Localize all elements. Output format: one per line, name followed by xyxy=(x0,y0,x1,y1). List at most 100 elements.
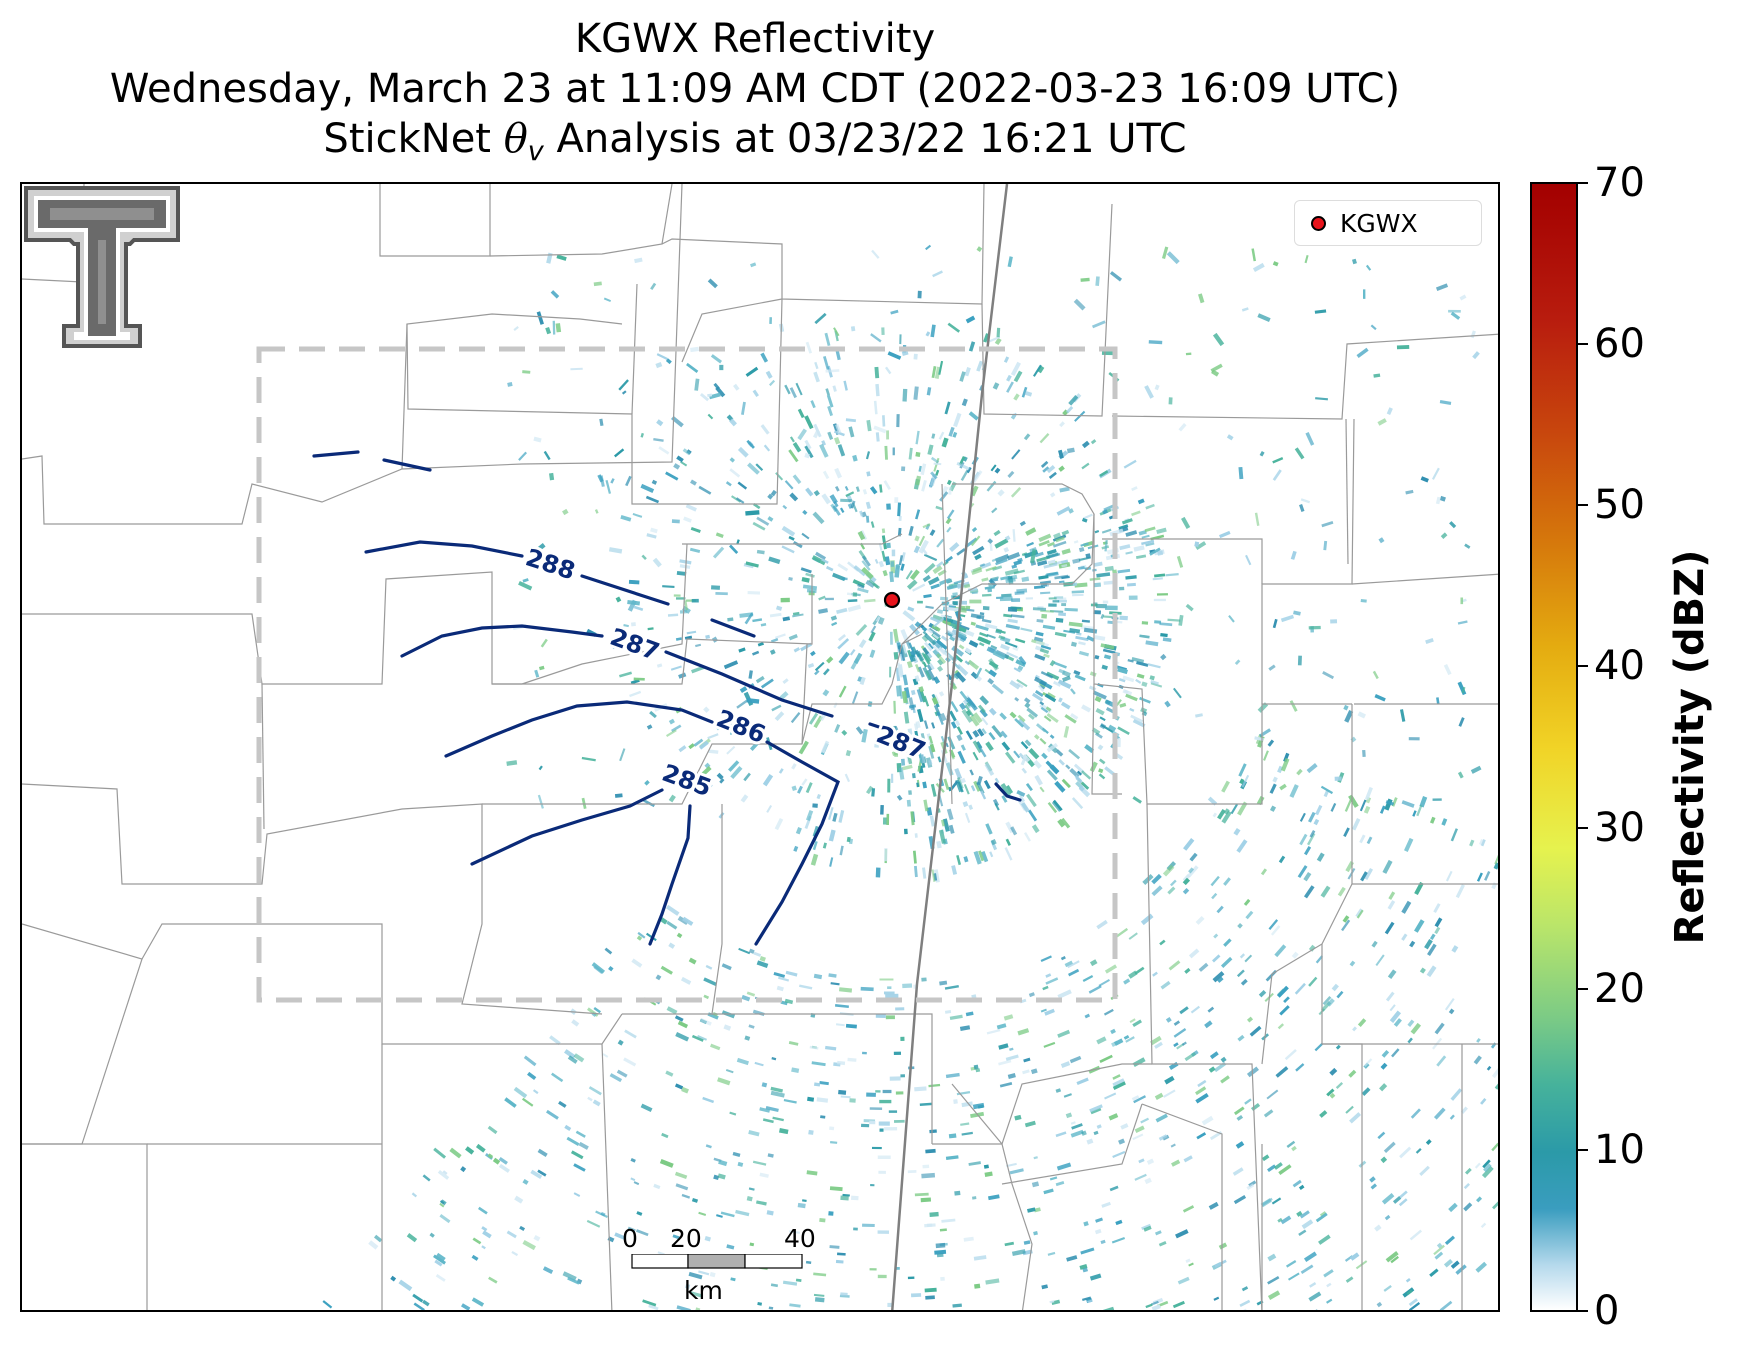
echo-gate xyxy=(710,354,723,364)
echo-gate xyxy=(913,386,919,400)
echo-gate xyxy=(1115,1219,1123,1226)
echo-gate xyxy=(814,361,819,370)
echo-gate xyxy=(779,691,789,700)
echo-gate xyxy=(951,865,958,875)
echo-gate xyxy=(1071,797,1084,810)
echo-gate xyxy=(838,651,850,665)
echo-gate xyxy=(877,1230,890,1234)
echo-gate xyxy=(487,1153,494,1159)
echo-gate xyxy=(675,1032,690,1042)
echo-gate xyxy=(812,825,820,837)
echo-gate xyxy=(991,507,998,514)
echo-gate xyxy=(700,776,713,788)
county-line xyxy=(941,483,953,805)
echo-gate xyxy=(913,353,918,360)
echo-gate xyxy=(819,1081,829,1086)
echo-gate xyxy=(1125,530,1138,537)
echo-gate xyxy=(1042,466,1050,473)
echo-gate xyxy=(700,765,712,777)
echo-gate xyxy=(676,932,683,939)
echo-gate xyxy=(1136,661,1149,667)
echo-gate xyxy=(760,678,774,689)
echo-gate xyxy=(1000,730,1008,739)
echo-gate xyxy=(1031,1181,1040,1188)
echo-gate xyxy=(1283,752,1290,763)
echo-gate xyxy=(748,670,753,679)
echo-gate xyxy=(1350,736,1357,743)
echo-gate xyxy=(487,1125,498,1135)
echo-gate xyxy=(1315,804,1323,816)
echo-gate xyxy=(1450,828,1458,842)
echo-gate xyxy=(1292,1179,1302,1188)
echo-gate xyxy=(1306,832,1316,846)
echo-gate xyxy=(1178,614,1184,626)
echo-gate xyxy=(770,637,779,643)
echo-gate xyxy=(834,724,841,733)
radar-map[interactable]: 288 287 286 287 285 KGWX 0 20 40 km xyxy=(20,182,1500,1312)
echo-gate xyxy=(721,963,732,971)
echo-gate xyxy=(827,405,833,417)
echo-gate xyxy=(1308,1291,1322,1302)
echo-gate xyxy=(857,583,865,589)
echo-gate xyxy=(666,920,678,930)
echo-gate xyxy=(1076,1077,1089,1086)
echo-gate xyxy=(549,472,555,481)
echo-gate xyxy=(1401,900,1412,914)
echo-gate xyxy=(767,516,774,522)
echo-gate xyxy=(908,790,912,795)
echo-gate xyxy=(1006,651,1019,659)
echo-gate xyxy=(629,690,642,698)
echo-gate xyxy=(1297,865,1308,879)
echo-gate xyxy=(1123,978,1131,985)
echo-gate xyxy=(1182,887,1190,895)
echo-gate xyxy=(838,685,847,698)
echo-gate xyxy=(835,1259,844,1264)
echo-gate xyxy=(570,1150,584,1160)
echo-gate xyxy=(1303,1251,1317,1262)
echo-gate xyxy=(1095,707,1105,716)
echo-gate xyxy=(923,720,929,730)
echo-gate xyxy=(976,775,983,786)
echo-gate xyxy=(429,1232,435,1238)
echo-gate xyxy=(1027,1207,1036,1213)
echo-gate xyxy=(968,411,979,421)
echo-gate xyxy=(898,515,902,521)
echo-gate xyxy=(1223,877,1231,886)
county-line xyxy=(622,804,723,1015)
echo-gate xyxy=(939,980,948,986)
echo-gate xyxy=(1288,1272,1300,1281)
echo-gate xyxy=(1047,559,1056,565)
echo-gate xyxy=(818,595,826,601)
echo-gate xyxy=(985,1278,1000,1285)
echo-gate xyxy=(1054,631,1067,638)
echo-gate xyxy=(920,754,926,764)
echo-gate xyxy=(868,631,876,642)
echo-gate xyxy=(769,317,773,324)
echo-gate xyxy=(649,710,657,719)
echo-gate xyxy=(690,479,697,486)
echo-gate xyxy=(1071,1123,1083,1130)
echo-gate xyxy=(1011,598,1021,602)
echo-gate xyxy=(938,691,945,697)
echo-gate xyxy=(1154,1041,1163,1049)
analysis-suffix: Analysis at 03/23/22 16:21 UTC xyxy=(543,116,1187,162)
echo-gate xyxy=(785,970,798,977)
echo-gate xyxy=(1449,1114,1455,1120)
echo-gate xyxy=(1472,351,1480,360)
county-line xyxy=(1146,803,1263,1310)
echo-gate xyxy=(708,749,719,754)
echo-gate xyxy=(642,1299,657,1307)
echo-gate xyxy=(882,569,888,577)
echo-gate xyxy=(1352,1026,1357,1032)
echo-gate xyxy=(1272,261,1279,267)
echo-gate xyxy=(891,731,896,736)
echo-gate xyxy=(1095,276,1100,286)
echo-gate xyxy=(1043,562,1058,569)
echo-gate xyxy=(1098,758,1106,765)
echo-gate xyxy=(875,867,881,878)
echo-gate xyxy=(881,327,885,336)
echo-gate xyxy=(665,1070,674,1077)
echo-gate xyxy=(511,1250,519,1257)
echo-gate xyxy=(1280,1215,1292,1225)
echo-gate xyxy=(1392,1196,1402,1204)
